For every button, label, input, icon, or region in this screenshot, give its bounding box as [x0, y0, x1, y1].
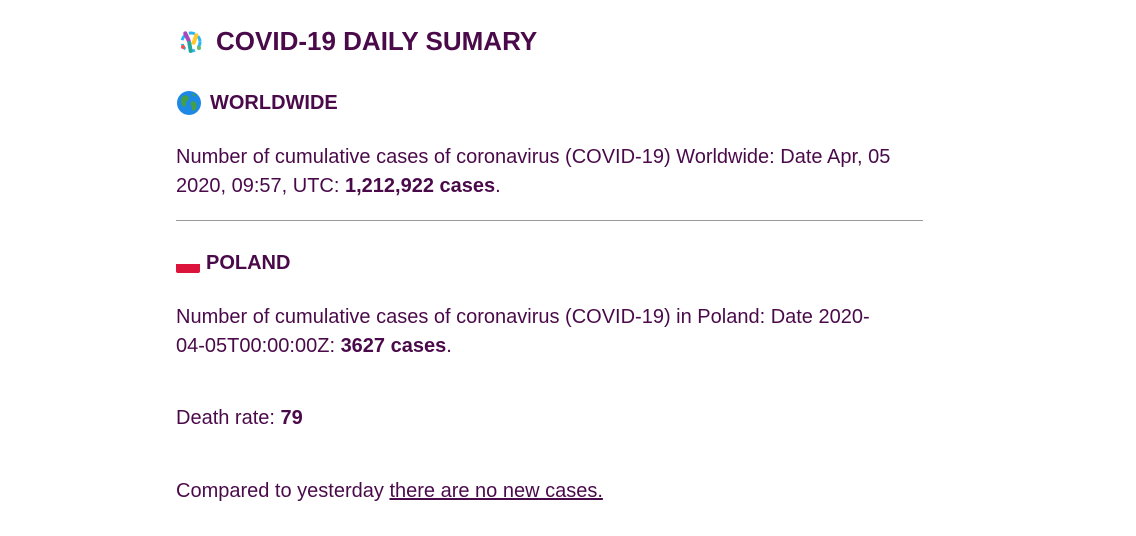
page-title: COVID-19 DAILY SUMARY — [176, 26, 537, 57]
microbe-icon — [176, 27, 206, 57]
worldwide-heading: WORLDWIDE — [176, 90, 338, 116]
poland-summary-end: . — [446, 335, 452, 357]
page-title-text: COVID-19 DAILY SUMARY — [216, 26, 538, 56]
death-rate-value: 79 — [280, 407, 303, 429]
poland-heading: POLAND — [176, 252, 290, 275]
globe-icon — [176, 90, 202, 116]
death-rate-label: Death rate: — [176, 407, 281, 429]
worldwide-summary-text: Number of cumulative cases of coronaviru… — [176, 146, 891, 197]
death-rate: Death rate: 79 — [176, 404, 896, 433]
poland-summary-text: Number of cumulative cases of coronaviru… — [176, 306, 870, 357]
poland-summary: Number of cumulative cases of coronaviru… — [176, 303, 896, 361]
worldwide-case-count: 1,212,922 cases — [344, 175, 496, 197]
section-divider — [176, 220, 923, 221]
daily-comparison-label: Compared to yesterday — [176, 480, 390, 502]
worldwide-heading-text: WORLDWIDE — [210, 91, 338, 114]
poland-case-count: 3627 cases — [340, 335, 447, 357]
daily-comparison: Compared to yesterday there are no new c… — [176, 477, 896, 506]
poland-heading-text: POLAND — [206, 252, 291, 274]
worldwide-summary: Number of cumulative cases of coronaviru… — [176, 143, 896, 201]
poland-flag-icon — [176, 254, 200, 273]
worldwide-summary-end: . — [495, 175, 501, 197]
no-new-cases-link[interactable]: there are no new cases. — [389, 480, 603, 502]
